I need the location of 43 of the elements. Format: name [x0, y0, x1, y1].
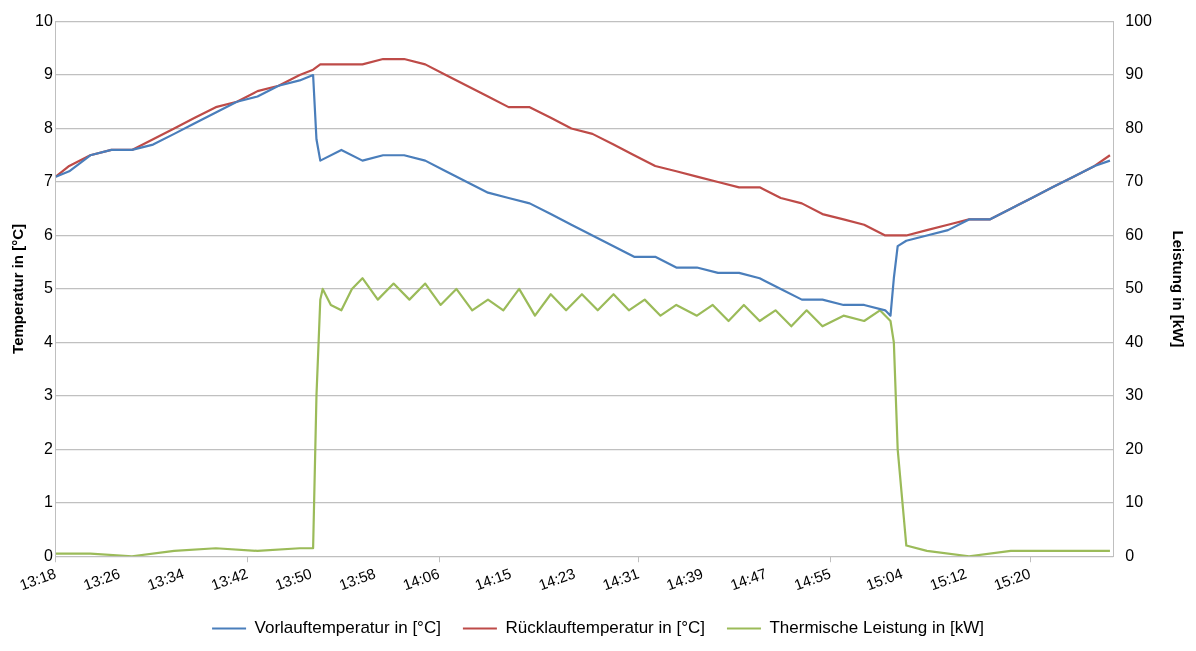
y2-tick-label: 30	[1125, 386, 1144, 404]
x-tick-label: 14:39	[664, 564, 706, 594]
y-tick-label: 0	[43, 546, 53, 564]
x-tick-label: 14:55	[791, 564, 833, 594]
y-tick-label: 6	[43, 225, 53, 243]
y-tick-label: 8	[43, 118, 53, 136]
legend-label: Rücklauftemperatur in [°C]	[505, 618, 705, 638]
y2-tick-label: 60	[1125, 225, 1144, 243]
y-tick-label: 4	[43, 332, 53, 350]
legend-label: Vorlauftemperatur in [°C]	[254, 618, 441, 638]
x-tick-label: 13:26	[81, 564, 123, 594]
x-tick-label: 14:31	[600, 564, 642, 594]
x-tick-label: 13:34	[144, 564, 187, 594]
x-tick-label: 14:47	[727, 564, 769, 594]
y2-tick-label: 10	[1125, 493, 1144, 511]
x-tick-label: 13:18	[17, 564, 59, 594]
y2-axis-title: Leistung in [kW]	[1169, 230, 1187, 348]
y2-tick-label: 20	[1125, 439, 1144, 457]
x-tick-label: 15:20	[991, 564, 1033, 594]
y2-tick-label: 0	[1125, 546, 1135, 564]
y-tick-label: 10	[35, 12, 53, 30]
x-tick-label: 14:23	[536, 564, 578, 594]
y-tick-label: 5	[43, 279, 53, 297]
y2-tick-label: 50	[1125, 279, 1144, 297]
x-tick-label: 14:15	[472, 564, 514, 594]
y2-tick-label: 90	[1125, 65, 1144, 83]
y2-tick-label: 100	[1125, 12, 1153, 30]
x-tick-label: 13:42	[208, 564, 250, 594]
y2-tick-label: 80	[1125, 118, 1144, 136]
y2-tick-label: 40	[1125, 332, 1144, 350]
y-tick-label: 1	[43, 493, 53, 511]
x-tick-label: 15:12	[927, 564, 969, 594]
y2-tick-label: 70	[1125, 172, 1144, 190]
y-tick-label: 9	[43, 65, 53, 83]
y-tick-label: 2	[43, 439, 53, 457]
x-tick-label: 15:04	[863, 564, 905, 594]
y-tick-label: 7	[43, 172, 53, 190]
x-tick-label: 14:06	[400, 564, 442, 594]
x-tick-label: 13:58	[336, 564, 378, 594]
legend-label: Thermische Leistung in [kW]	[769, 618, 984, 638]
y-tick-label: 3	[43, 386, 53, 404]
y-axis-title: Temperatur in [°C]	[9, 223, 27, 354]
x-tick-label: 13:50	[272, 564, 314, 594]
